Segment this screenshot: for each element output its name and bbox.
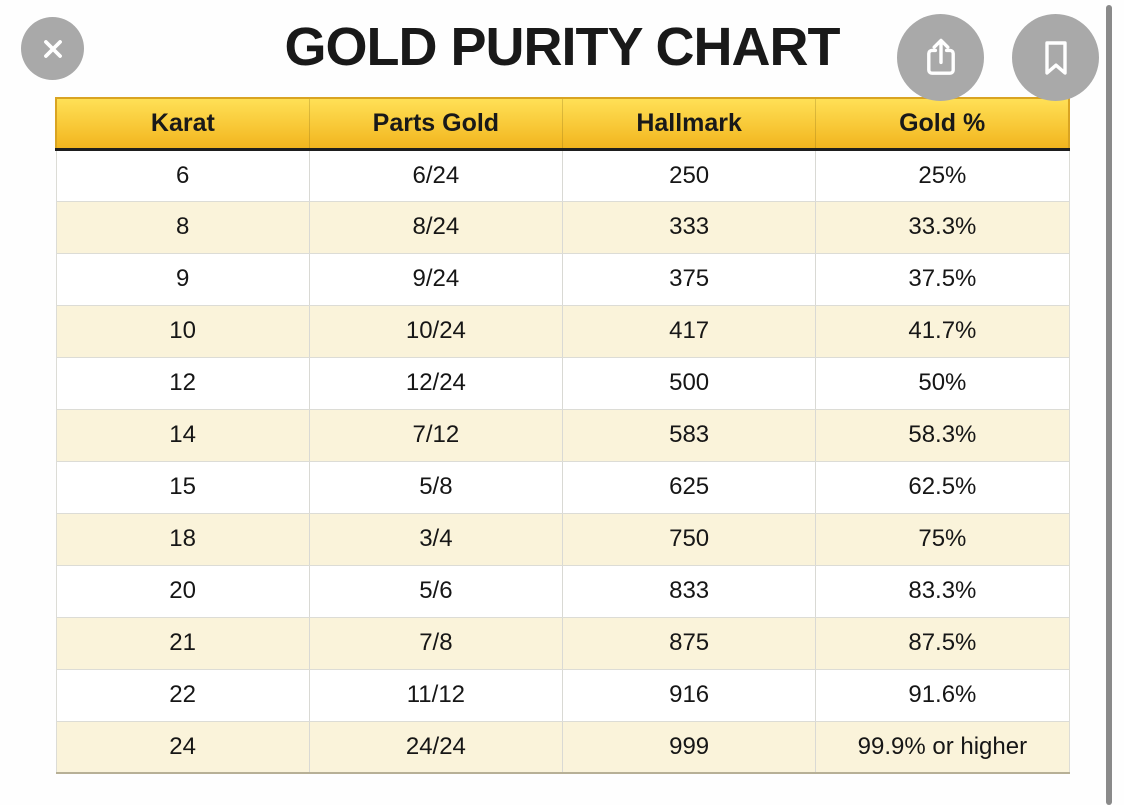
table-cell: 6 (55, 149, 310, 202)
table-cell: 5/6 (308, 565, 564, 618)
table-row: 6 6/24 250 25% (55, 149, 1070, 202)
scrollbar[interactable] (1106, 5, 1112, 805)
table-row: 21 7/8 875 87.5% (55, 617, 1070, 670)
table-cell: 7/12 (308, 409, 564, 462)
table-cell: 999 (561, 721, 817, 774)
table-cell: 916 (561, 669, 817, 722)
table-cell: 20 (55, 565, 310, 618)
table-cell: 625 (561, 461, 817, 514)
table-cell: 10/24 (308, 305, 564, 358)
table-cell: 75% (815, 513, 1070, 566)
table-cell: 8 (55, 201, 310, 254)
table-cell: 875 (561, 617, 817, 670)
column-header: Hallmark (562, 97, 817, 151)
close-icon (36, 32, 70, 66)
table-cell: 750 (561, 513, 817, 566)
table-cell: 58.3% (815, 409, 1070, 462)
table-cell: 8/24 (308, 201, 564, 254)
table-cell: 50% (815, 357, 1070, 410)
table-cell: 417 (561, 305, 817, 358)
table-cell: 500 (561, 357, 817, 410)
table-cell: 250 (561, 149, 817, 202)
table-cell: 22 (55, 669, 310, 722)
table-cell: 14 (55, 409, 310, 462)
table-cell: 87.5% (815, 617, 1070, 670)
table-cell: 583 (561, 409, 817, 462)
table-cell: 12 (55, 357, 310, 410)
table-cell: 24 (55, 721, 310, 774)
bookmark-icon (1032, 34, 1080, 82)
table-cell: 7/8 (308, 617, 564, 670)
table-cell: 3/4 (308, 513, 564, 566)
table-row: 12 12/24 500 50% (55, 357, 1070, 410)
table-cell: 33.3% (815, 201, 1070, 254)
table-row: 10 10/24 417 41.7% (55, 305, 1070, 358)
close-button[interactable] (21, 17, 84, 80)
gold-purity-table: Karat Parts Gold Hallmark Gold % 6 6/24 250 25… (54, 97, 1071, 774)
table-cell: 41.7% (815, 305, 1070, 358)
table-row: 20 5/6 833 83.3% (55, 565, 1070, 618)
table-cell: 99.9% or higher (815, 721, 1070, 774)
table-cell: 9 (55, 253, 310, 306)
table-cell: 833 (561, 565, 817, 618)
column-header: Gold % (815, 97, 1071, 151)
table-row: 22 11/12 916 91.6% (55, 669, 1070, 722)
table-row: 9 9/24 375 37.5% (55, 253, 1070, 306)
table-cell: 37.5% (815, 253, 1070, 306)
table-cell: 83.3% (815, 565, 1070, 618)
table-cell: 11/12 (308, 669, 564, 722)
table-cell: 25% (815, 149, 1070, 202)
page-title: GOLD PURITY CHART (284, 17, 840, 77)
table-row: 14 7/12 583 58.3% (55, 409, 1070, 462)
column-header: Parts Gold (309, 97, 564, 151)
table-row: 24 24/24 999 99.9% or higher (55, 721, 1070, 774)
share-icon (917, 34, 965, 82)
table-header-row: Karat Parts Gold Hallmark Gold % (54, 97, 1071, 151)
table-row: 15 5/8 625 62.5% (55, 461, 1070, 514)
table-cell: 21 (55, 617, 310, 670)
column-header: Karat (54, 97, 310, 151)
table-cell: 375 (561, 253, 817, 306)
table-cell: 15 (55, 461, 310, 514)
table-cell: 24/24 (308, 721, 564, 774)
bookmark-button[interactable] (1012, 14, 1099, 101)
table-cell: 9/24 (308, 253, 564, 306)
table-cell: 10 (55, 305, 310, 358)
table-cell: 91.6% (815, 669, 1070, 722)
table-row: 18 3/4 750 75% (55, 513, 1070, 566)
table-cell: 6/24 (308, 149, 564, 202)
table-cell: 5/8 (308, 461, 564, 514)
table-cell: 62.5% (815, 461, 1070, 514)
table-cell: 333 (561, 201, 817, 254)
table-row: 8 8/24 333 33.3% (55, 201, 1070, 254)
table-cell: 12/24 (308, 357, 564, 410)
share-button[interactable] (897, 14, 984, 101)
table-cell: 18 (55, 513, 310, 566)
